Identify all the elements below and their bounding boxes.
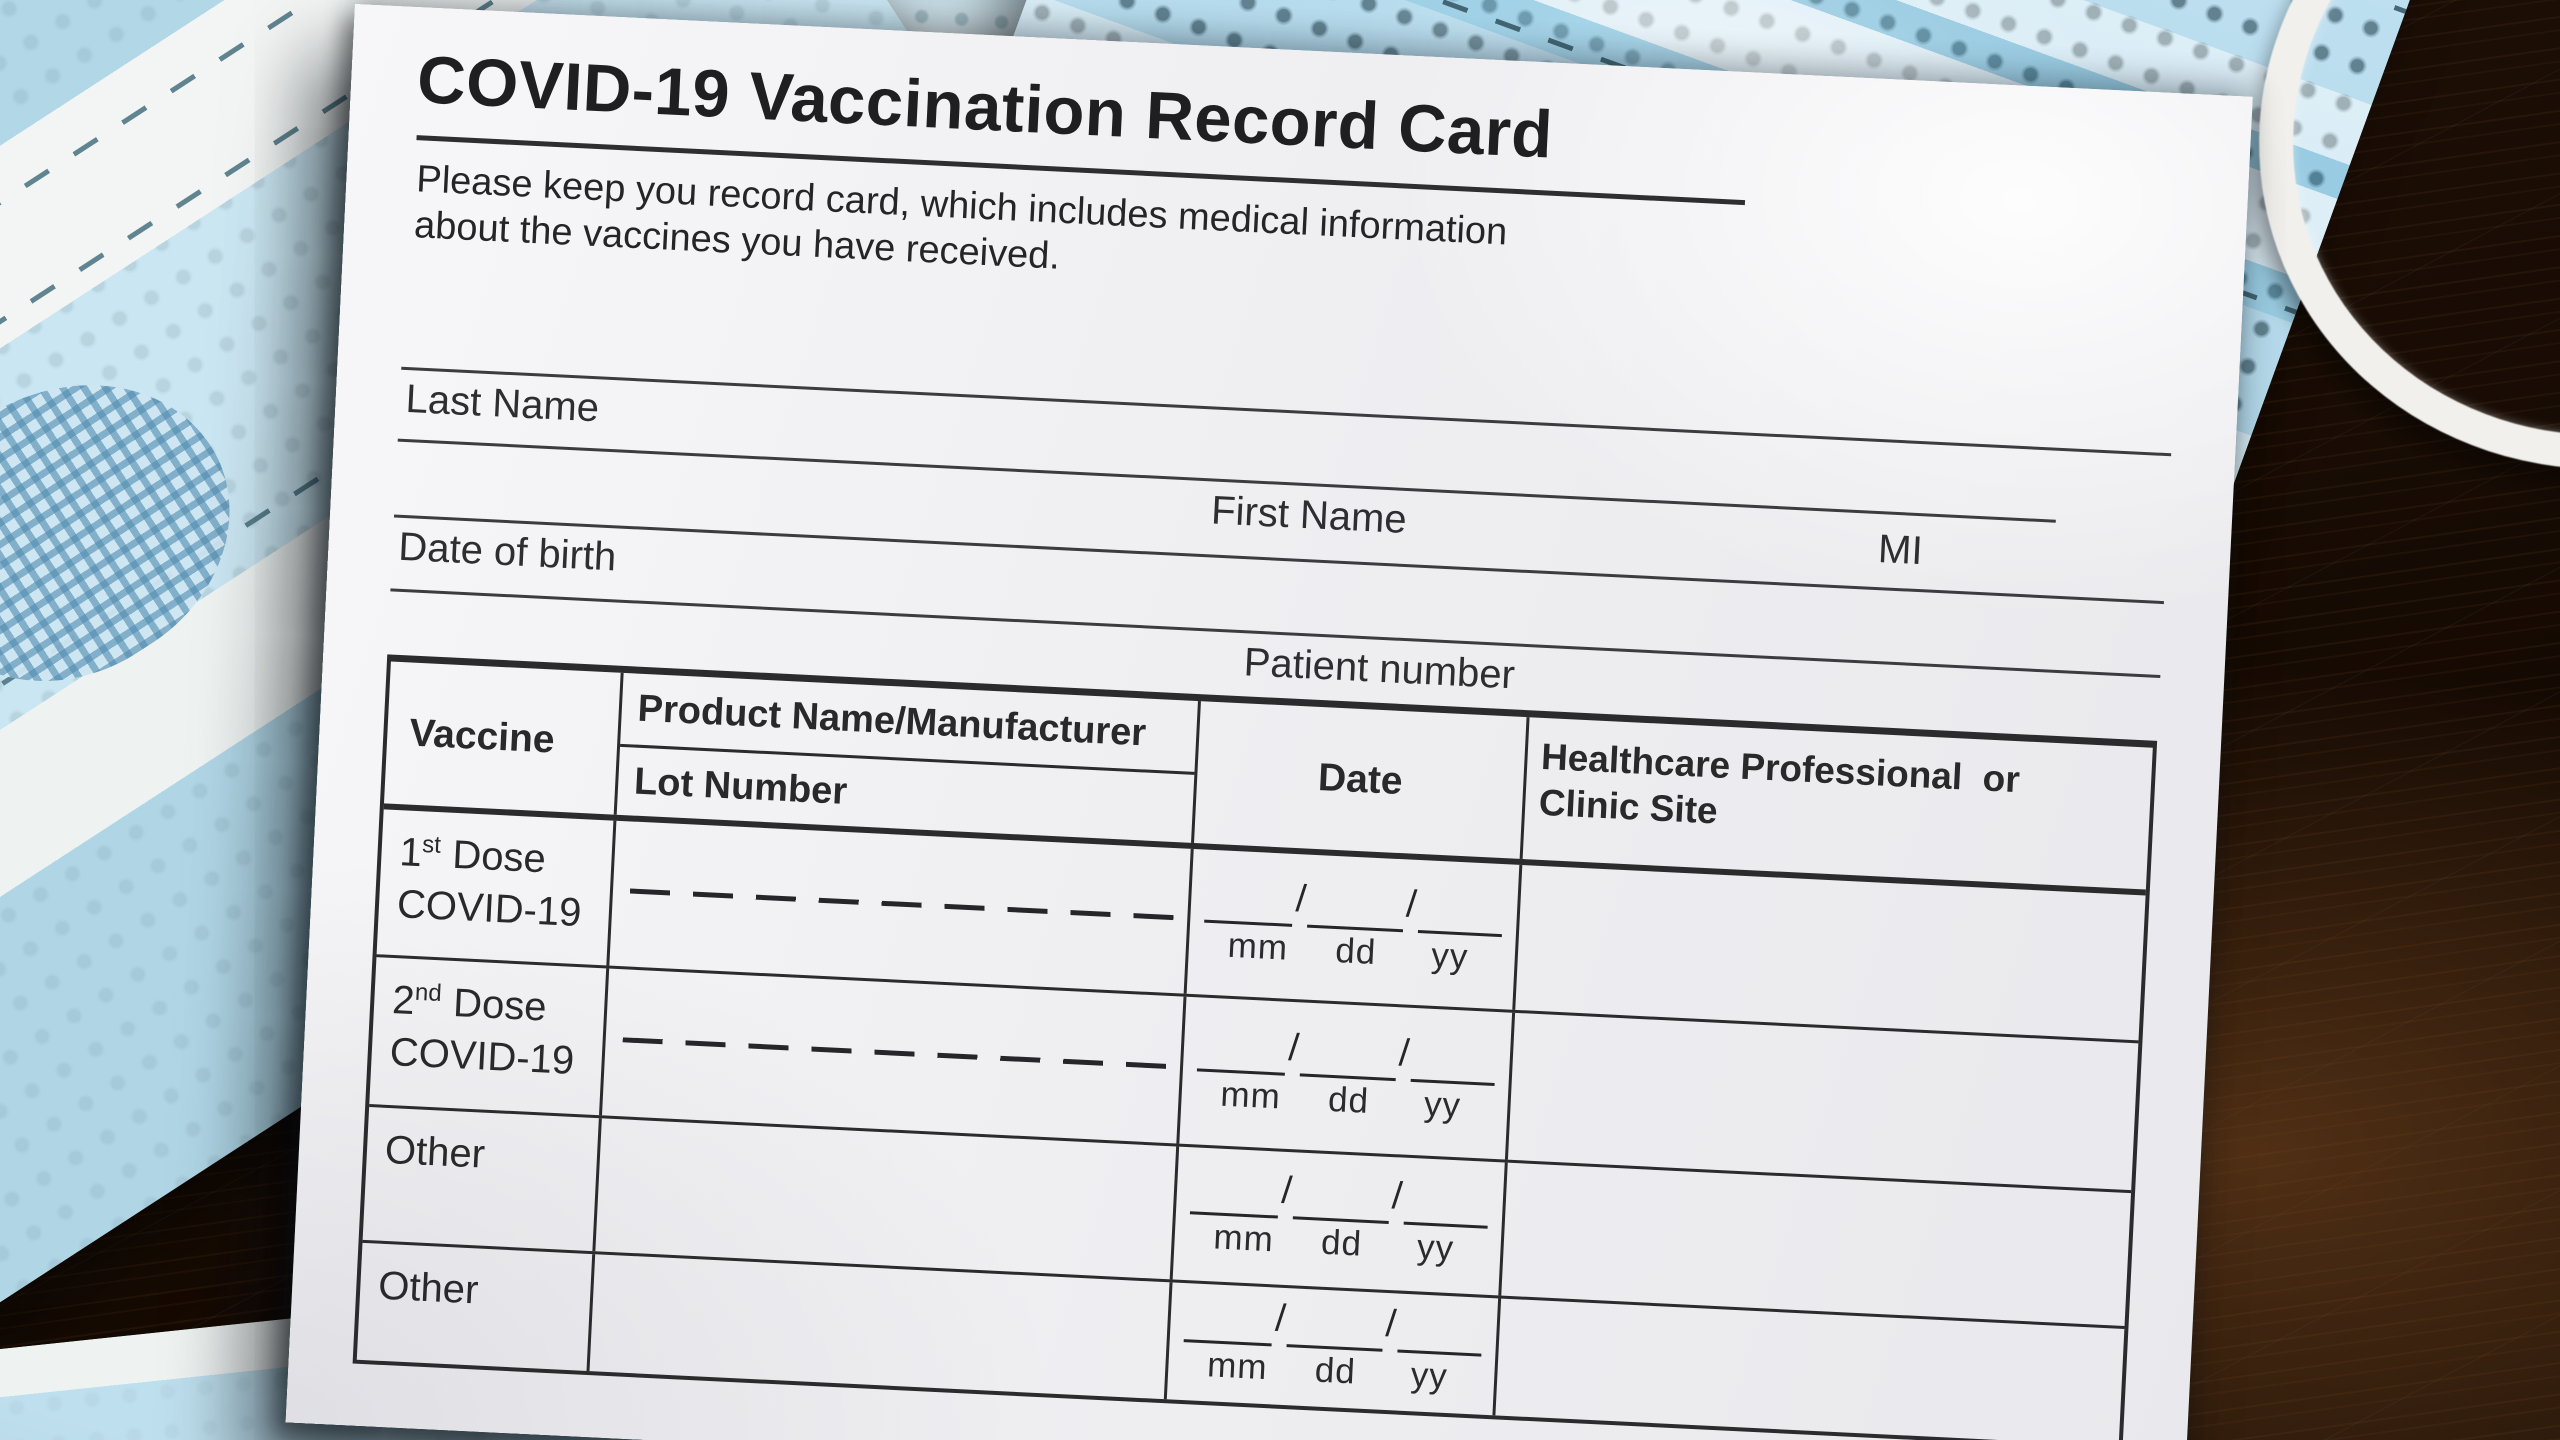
mm-label: mm: [1226, 925, 1290, 968]
dose-1-label: 1st Dose COVID-19: [376, 809, 617, 966]
first-name-label: First Name: [1210, 488, 1408, 542]
mm-label: mm: [1206, 1345, 1269, 1388]
dd-label: dd: [1327, 1079, 1370, 1121]
middle-initial-label: MI: [1877, 527, 1924, 574]
dd-label: dd: [1334, 931, 1378, 973]
date-slash: /: [1274, 1297, 1287, 1341]
last-name-line: [401, 366, 2172, 457]
dose-2-ordinal: nd: [414, 978, 443, 1008]
header-date: Date: [1194, 701, 1530, 860]
header-healthcare: Healthcare Professional or Clinic Site: [1522, 717, 2153, 889]
product-cell-row-3: [595, 1118, 1180, 1280]
dose-2-number: 2: [391, 978, 416, 1024]
yy-label: yy: [1409, 1355, 1449, 1396]
dd-label: dd: [1313, 1350, 1357, 1392]
mask-checker-patch: [0, 323, 284, 738]
dose-1-number: 1: [398, 830, 423, 876]
date-slash: /: [1287, 1026, 1301, 1070]
dose-1-covid-label: COVID-19: [396, 882, 583, 936]
other-label-text: Other: [377, 1263, 480, 1313]
date-cell-row-1: / / mm dd yy: [1187, 849, 1522, 1010]
dd-label: dd: [1320, 1222, 1364, 1264]
dose-2-label: 2nd Dose COVID-19: [369, 957, 610, 1116]
other-label-text: Other: [383, 1127, 487, 1177]
healthcare-cell-row-1: [1515, 865, 2146, 1040]
date-of-birth-label: Date of birth: [397, 524, 618, 580]
header-vaccine: Vaccine: [383, 661, 624, 815]
date-slash: /: [1390, 1175, 1404, 1218]
date-cell-row-4: / / mm dd yy: [1167, 1282, 1501, 1416]
date-cell-row-3: / / mm dd yy: [1173, 1146, 1508, 1296]
card-title: COVID-19 Vaccination Record Card: [415, 42, 1555, 173]
yy-label: yy: [1416, 1227, 1455, 1269]
date-slash: /: [1294, 878, 1308, 921]
date-slash: /: [1405, 883, 1418, 926]
date-cell-row-2: / / mm dd yy: [1179, 996, 1515, 1160]
header-product-lot: Product Name/Manufacturer Lot Number: [616, 672, 1202, 844]
mm-label: mm: [1212, 1217, 1275, 1260]
healthcare-cell-row-2: [1507, 1013, 2138, 1190]
header-healthcare-line2: Clinic Site: [1537, 782, 1719, 832]
dashed-fill-line: [630, 888, 1177, 920]
card-subtitle: Please keep you record card, which inclu…: [413, 158, 1509, 278]
yy-label: yy: [1423, 1084, 1462, 1126]
date-slash: /: [1280, 1169, 1294, 1213]
date-slash: /: [1397, 1032, 1411, 1075]
last-name-label: Last Name: [404, 376, 601, 431]
yy-label: yy: [1430, 935, 1470, 977]
vaccination-record-card: COVID-19 Vaccination Record Card Please …: [285, 4, 2253, 1440]
dose-1-word: Dose: [451, 832, 547, 882]
dose-1-ordinal: st: [421, 830, 442, 859]
vaccine-table: Vaccine Product Name/Manufacturer Lot Nu…: [352, 654, 2158, 1440]
date-slash: /: [1384, 1302, 1398, 1346]
other-1-label: Other: [362, 1107, 602, 1252]
dose-2-covid-label: COVID-19: [388, 1029, 576, 1083]
mm-label: mm: [1219, 1074, 1282, 1117]
patient-number-label: Patient number: [1242, 640, 1516, 698]
dose-2-word: Dose: [452, 981, 548, 1030]
product-cell-row-2: [601, 968, 1187, 1144]
product-cell-row-1: [609, 820, 1195, 994]
other-2-label: Other: [356, 1242, 596, 1372]
dashed-fill-line: [622, 1036, 1170, 1069]
